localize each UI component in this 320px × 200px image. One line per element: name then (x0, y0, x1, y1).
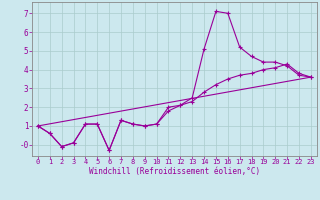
X-axis label: Windchill (Refroidissement éolien,°C): Windchill (Refroidissement éolien,°C) (89, 167, 260, 176)
